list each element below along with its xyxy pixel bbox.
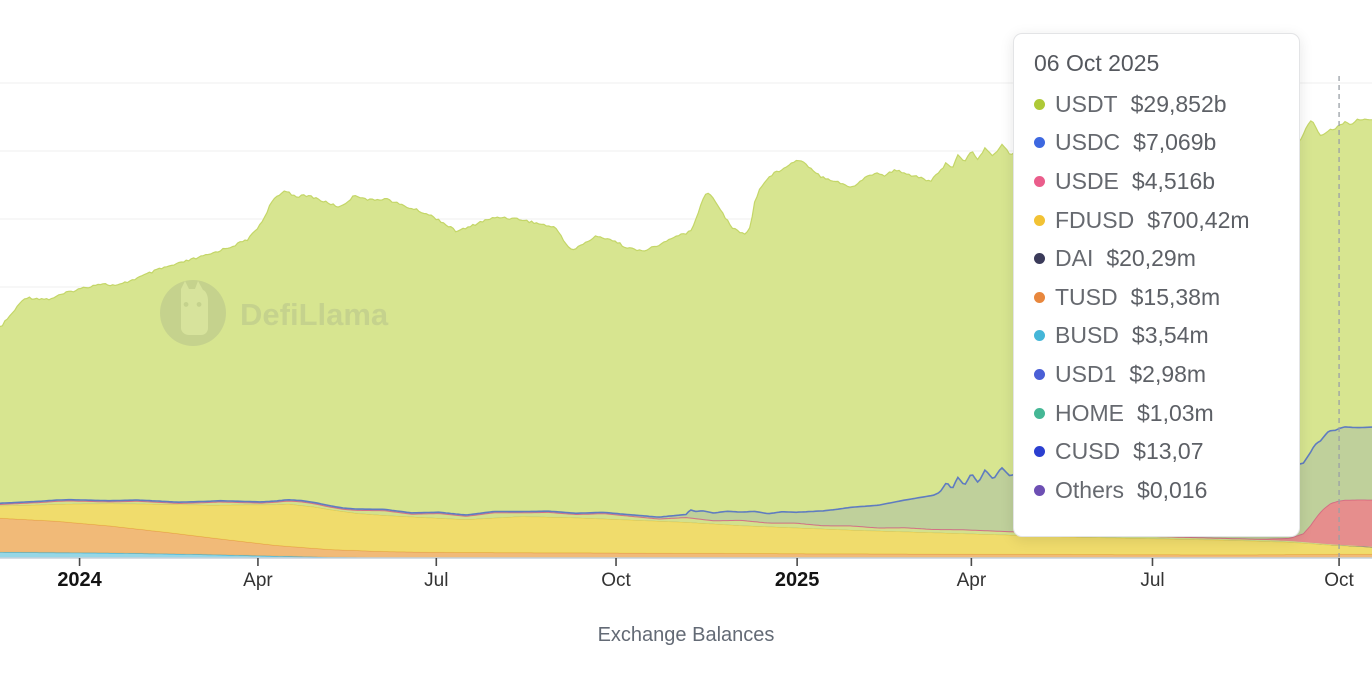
tooltip-series-name: TUSD (1055, 283, 1118, 310)
tooltip-row: USDE $4,516b (1034, 162, 1281, 201)
tooltip-series-name: CUSD (1055, 438, 1121, 465)
tooltip-series-value: $13,07 (1133, 438, 1204, 465)
llama-face (181, 281, 208, 335)
watermark-text: DefiLlama (240, 297, 389, 332)
tooltip-series-value: $20,29m (1106, 245, 1196, 272)
defillama-watermark: DefiLlama (160, 280, 389, 346)
x-axis: 2024 Apr Jul Oct 2025 Apr Jul Oct (0, 557, 1372, 591)
tooltip-row: DAI $20,29m (1034, 239, 1281, 278)
tusd-series-dot-icon (1034, 291, 1045, 303)
busd-series-dot-icon (1034, 330, 1045, 342)
usde-series-dot-icon (1034, 175, 1045, 187)
tooltip-series-value: $1,03m (1137, 399, 1214, 426)
llama-logo-icon (160, 280, 226, 346)
tooltip-series-name: DAI (1055, 245, 1094, 272)
x-tick-label: Jul (424, 570, 448, 591)
usd1-series-dot-icon (1034, 368, 1045, 380)
tooltip-row: HOME $1,03m (1034, 394, 1281, 433)
tooltip-series-name: USDE (1055, 167, 1119, 194)
tooltip-series-value: $2,98m (1129, 360, 1207, 387)
tooltip-row: FDUSD $700,42m (1034, 201, 1281, 240)
tooltip-series-value: $29,852b (1130, 90, 1227, 117)
tooltip-row: USD1 $2,98m (1034, 355, 1281, 394)
tooltip-row: USDT $29,852b (1034, 85, 1281, 124)
tooltip-series-value: $0,016 (1137, 476, 1208, 503)
tooltip-rows: USDT $29,852b USDC $7,069b USDE $4,516b FDUSD $… (1034, 85, 1281, 510)
tooltip-series-name: USDT (1055, 90, 1118, 117)
home-series-dot-icon (1034, 407, 1045, 419)
x-tick-label: 2025 (775, 569, 820, 591)
x-tick-label: Oct (601, 570, 631, 591)
x-tick-label: Oct (1324, 570, 1354, 591)
tooltip-row: TUSD $15,38m (1034, 278, 1281, 317)
x-tick-label: Apr (957, 570, 987, 591)
usdc-series-dot-icon (1034, 137, 1045, 149)
tooltip-row: CUSD $13,07 (1034, 432, 1281, 471)
tooltip-row: Others $0,016 (1034, 471, 1281, 510)
x-tick-label: 2024 (57, 569, 102, 591)
tooltip-series-value: $700,42m (1147, 206, 1250, 233)
fdusd-series-dot-icon (1034, 214, 1045, 226)
tooltip-series-name: FDUSD (1055, 206, 1135, 233)
cusd-series-dot-icon (1034, 446, 1045, 458)
tooltip-series-name: Others (1055, 476, 1125, 503)
tooltip-series-value: $4,516b (1131, 167, 1216, 194)
tooltip-series-name: BUSD (1055, 322, 1119, 349)
tooltip-series-name: HOME (1055, 399, 1124, 426)
x-tick-label: Apr (243, 570, 273, 591)
tooltip-series-name: USD1 (1055, 360, 1117, 387)
tooltip-date: 06 Oct 2025 (1034, 50, 1160, 76)
dai-series-dot-icon (1034, 253, 1045, 265)
tooltip-series-value: $15,38m (1130, 283, 1221, 310)
x-tick-label: Jul (1140, 570, 1164, 591)
tooltip-series-name: USDC (1055, 129, 1121, 156)
chart-title: Exchange Balances (597, 624, 775, 646)
others-series-dot-icon (1034, 484, 1045, 496)
tooltip-row: USDC $7,069b (1034, 124, 1281, 163)
fdusd-area (0, 503, 1372, 555)
chart-tooltip: 06 Oct 2025 USDT $29,852b USDC $7,069b USDE $… (1013, 33, 1300, 537)
tooltip-series-value: $7,069b (1133, 129, 1217, 156)
tooltip-series-value: $3,54m (1131, 322, 1209, 349)
usdt-series-dot-icon (1034, 98, 1045, 110)
tooltip-row: BUSD $3,54m (1034, 317, 1281, 356)
